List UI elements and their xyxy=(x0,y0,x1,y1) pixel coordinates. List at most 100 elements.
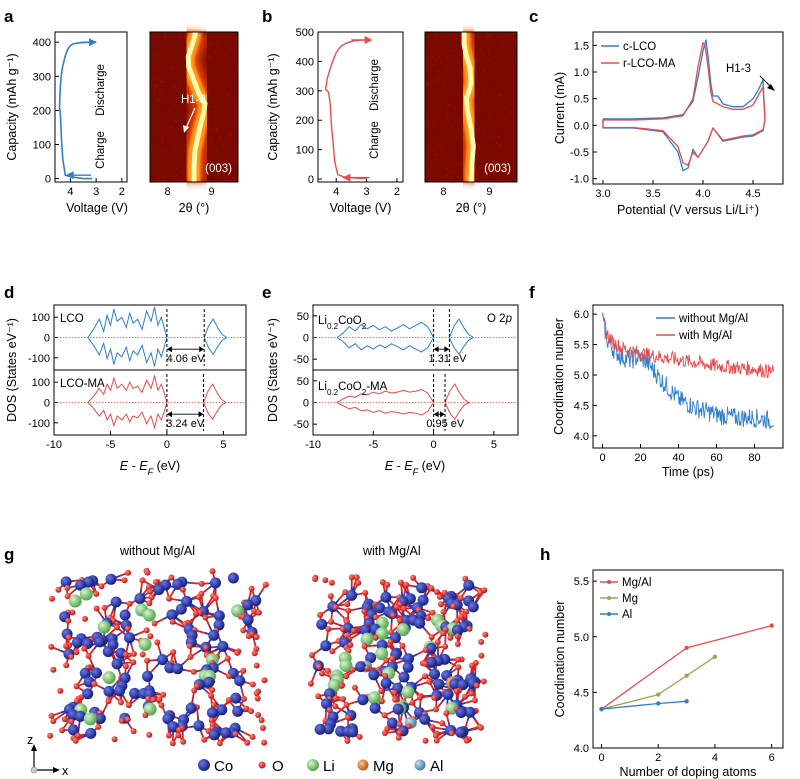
chart-a-heat-noise xyxy=(170,126,172,128)
chart-b-heat-noise xyxy=(436,34,438,36)
chart-a-heat-noise xyxy=(188,106,190,108)
chart-a-heat-noise xyxy=(175,149,177,151)
chart-d-top-gap-label: 4.06 eV xyxy=(167,353,206,365)
chart-b-heat-noise xyxy=(493,162,495,164)
chart-d-bottom-label: LCO-MA xyxy=(60,378,105,390)
chart-h-legend-label-1: Mg xyxy=(622,593,638,605)
chart-d-bottom-vb-up xyxy=(87,374,168,403)
chart-d-bottom-vb-down xyxy=(87,402,168,430)
chart-a-heat-noise xyxy=(162,81,165,83)
chart-a-heat-noise xyxy=(154,84,156,86)
chart-c-h13-label: H1-3 xyxy=(726,63,751,75)
chart-a-heat-noise xyxy=(210,142,212,144)
atom-co xyxy=(71,637,83,648)
chart-b-heat-noise xyxy=(514,179,517,181)
atom-o xyxy=(372,634,379,641)
chart-b: 4 3 2 0 100 200 300 400 500 Capacity (mAh g⁻¹) Vol… xyxy=(266,27,404,215)
chart-b-heat-xlabel: 2θ (°) xyxy=(456,201,487,215)
chart-b-heat-noise xyxy=(490,133,492,135)
atom-o xyxy=(240,667,247,674)
atom-co xyxy=(346,589,358,601)
atom-o xyxy=(98,583,105,590)
chart-a-discharge-label: Discharge xyxy=(95,64,107,116)
atom-co xyxy=(94,636,106,648)
atom-o xyxy=(147,588,154,595)
chart-h-point-0-2 xyxy=(769,623,774,628)
chart-a-heat-noise xyxy=(179,82,181,84)
chart-f-xtick-label: 60 xyxy=(710,452,722,464)
panel-label-c: c xyxy=(529,7,538,26)
chart-a-heat-noise xyxy=(154,87,156,89)
atom-co xyxy=(142,670,153,682)
atom-o xyxy=(253,662,260,669)
atom-o xyxy=(355,579,362,586)
chart-b-heat-noise xyxy=(486,169,488,172)
atom-li xyxy=(143,702,157,716)
chart-b-heat-noise xyxy=(486,32,488,34)
atom-o xyxy=(353,574,360,581)
chart-b-heat-noise xyxy=(450,171,452,173)
atom-co xyxy=(457,679,469,691)
atom-li xyxy=(375,627,389,641)
chart-d-xtick-label: 0 xyxy=(164,439,170,451)
legend-al-icon xyxy=(414,759,426,771)
chart-e-top-vb-up xyxy=(336,321,435,338)
chart-d-xtick-label: -10 xyxy=(46,439,62,451)
panel-label-h: h xyxy=(540,545,550,564)
chart-b-heat-noise xyxy=(433,106,435,108)
chart-d-bottom-gap-arrowhead-r xyxy=(198,411,204,418)
chart-b-heat-noise xyxy=(500,95,502,97)
atom-o xyxy=(379,579,386,586)
panel-label-e: e xyxy=(262,283,271,302)
chart-b-heat-noise xyxy=(495,63,497,65)
chart-d-xlabel: E - EF (eV) xyxy=(120,459,180,477)
atom-o xyxy=(251,608,258,615)
legend-co-icon xyxy=(198,759,210,771)
atom-o xyxy=(443,710,450,717)
chart-b-heat-noise xyxy=(501,179,503,181)
chart-a-heat-noise xyxy=(209,55,211,57)
chart-h-point-2-0 xyxy=(599,706,604,712)
chart-a-heat-noise xyxy=(216,129,218,132)
chart-h-series-0 xyxy=(601,624,772,710)
chart-a-heat-h13-arrowhead xyxy=(183,125,189,133)
chart-a-ytick-label: 100 xyxy=(33,140,51,152)
axis-z-label: z xyxy=(27,733,33,747)
atom-o xyxy=(364,665,371,672)
chart-b-heat-noise xyxy=(435,58,437,61)
chart-b-heat-noise xyxy=(432,122,434,124)
chart-a-heat-noise xyxy=(173,147,175,149)
chart-a-heat-noise xyxy=(176,168,179,170)
chart-a-heat-noise xyxy=(156,164,158,166)
atom-o xyxy=(434,589,440,595)
chart-a-heat-noise xyxy=(150,105,152,107)
chart-h-series-1 xyxy=(601,656,716,710)
chart-a-heat-ridge xyxy=(185,31,208,182)
chart-e-xtick-label: -5 xyxy=(368,439,378,451)
chart-b-heat-noise xyxy=(434,148,436,151)
atom-o xyxy=(225,697,232,704)
atom-co xyxy=(134,593,146,605)
chart-h-point-0-1 xyxy=(684,645,689,651)
chart-a-xtick-label: 4 xyxy=(67,186,73,198)
chart-a-arrow-charge-head xyxy=(65,171,74,180)
chart-a-heat-noise xyxy=(174,105,176,107)
atom-o xyxy=(122,663,129,670)
chart-b-heat-noise xyxy=(450,176,452,178)
chart-b-heat-noise xyxy=(427,116,429,118)
chart-a-heat-noise xyxy=(166,130,168,132)
atom-o xyxy=(436,593,443,600)
atom-o xyxy=(251,650,258,657)
atom-o xyxy=(118,717,125,724)
atom-o xyxy=(139,651,146,658)
chart-b-heat-xtick-label: 9 xyxy=(486,186,492,198)
atom-o xyxy=(101,604,108,611)
chart-b-heat-noise xyxy=(438,57,440,59)
atom-o xyxy=(73,683,80,690)
atom-co xyxy=(220,727,232,739)
atom-o xyxy=(48,712,55,719)
atom-o xyxy=(158,702,165,709)
atom-o xyxy=(398,579,404,586)
chart-h-xtick-label: 2 xyxy=(655,752,661,764)
atom-o xyxy=(432,732,439,739)
